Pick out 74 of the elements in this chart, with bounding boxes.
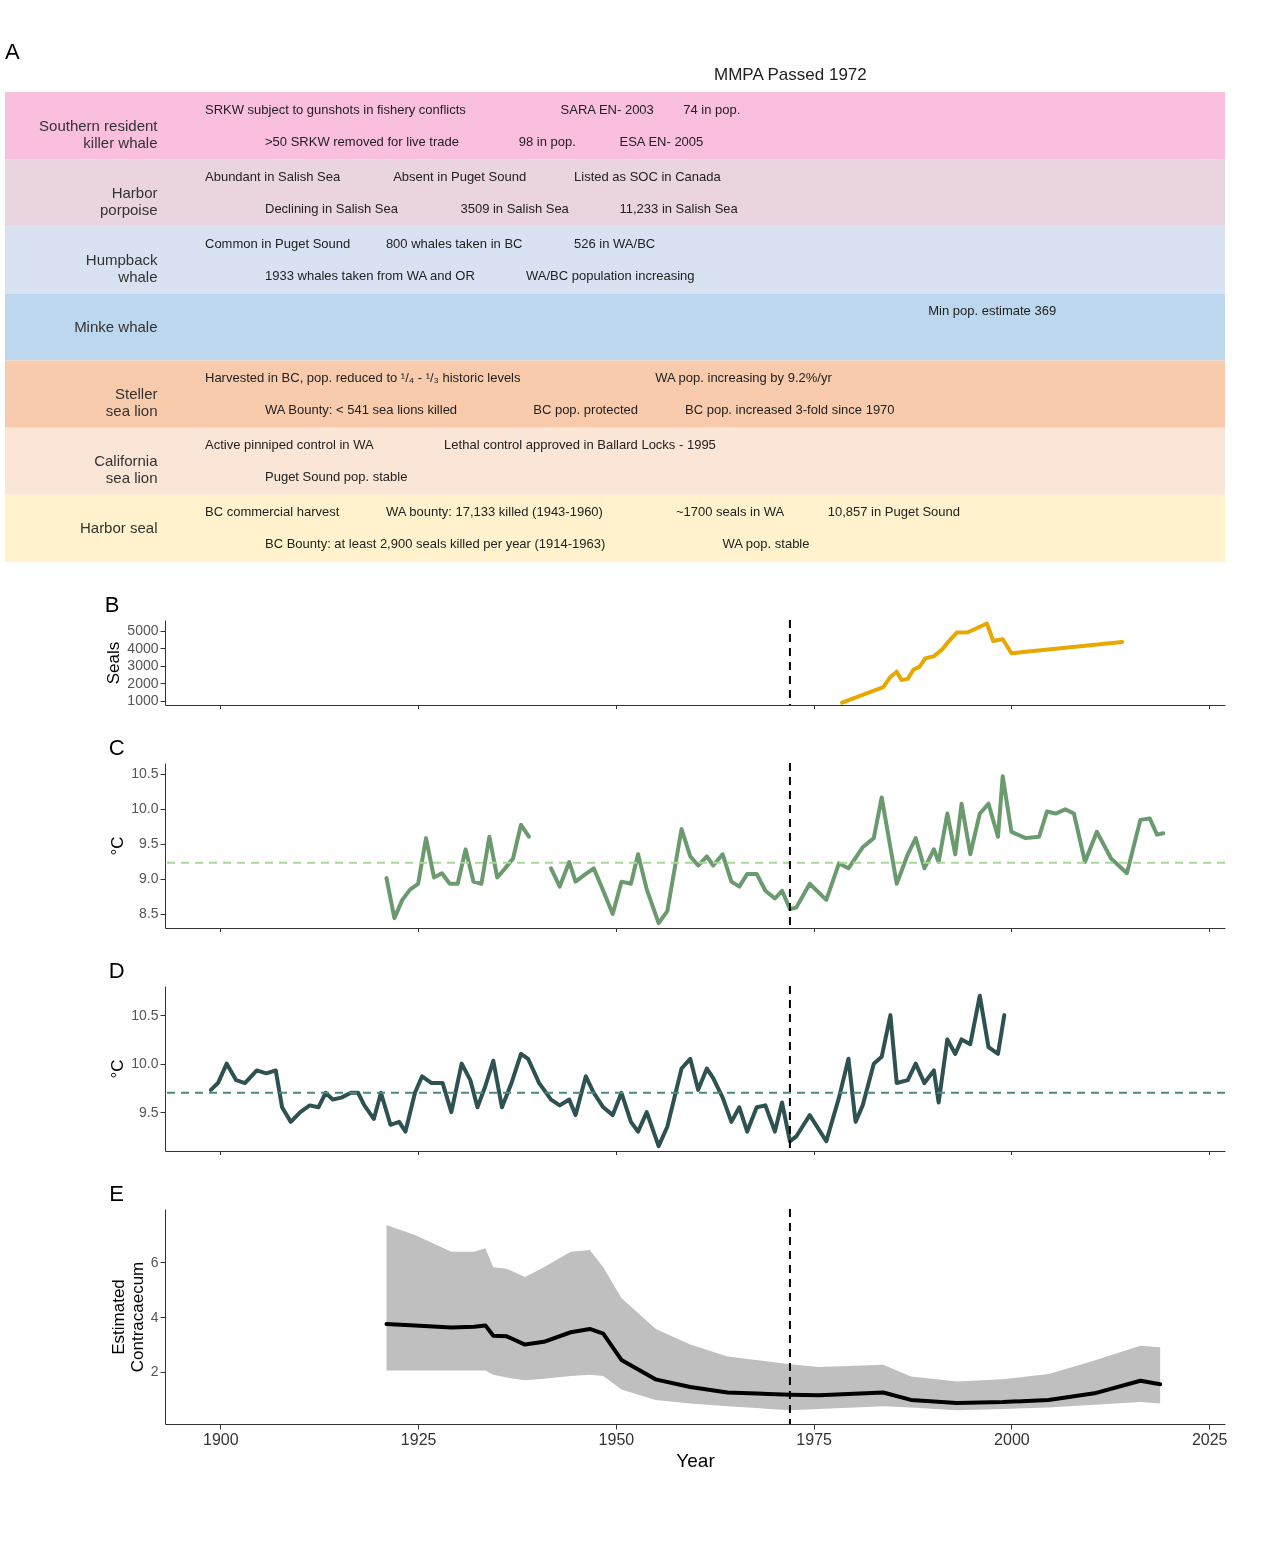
x-tick-label: 1900 <box>203 1430 239 1448</box>
text: 1933 whales taken from WA and OR <box>265 267 475 283</box>
y-tick-label: 2000 <box>127 674 159 691</box>
y-tick-label: 4 <box>150 1308 159 1325</box>
y-tick-label: 10.0 <box>131 800 159 817</box>
text: Harvested in BC, pop. reduced to ¹/₄ - ¹/₃ historic levels <box>205 370 521 386</box>
text: A <box>5 39 20 64</box>
category-label: Humpback whale <box>85 250 158 285</box>
y-axis-title: Estimated Contracaecum <box>108 1261 147 1373</box>
y-tick-label: 8.5 <box>139 905 159 922</box>
text: Active pinniped control in WA <box>205 437 374 453</box>
category-label: Harbor porpoise <box>99 183 158 218</box>
x-tick-label: 2000 <box>994 1430 1030 1448</box>
y-tick-label: 9.0 <box>139 870 159 887</box>
text: Abundant in Salish Sea <box>205 168 341 184</box>
y-tick-label: 9.5 <box>139 1103 159 1120</box>
chart-title: B <box>104 592 120 617</box>
text: BC pop. protected <box>533 402 639 418</box>
x-tick-label: 1950 <box>598 1430 635 1448</box>
text: BC pop. increased 3-fold since 1970 <box>685 402 895 418</box>
text: Min pop. estimate 369 <box>928 303 1057 318</box>
category-label: Minke whale <box>74 318 158 335</box>
x-tick-label: 1925 <box>400 1430 437 1448</box>
text: WA pop. stable <box>722 536 810 552</box>
text: WA pop. increasing by 9.2%/yr <box>655 370 832 386</box>
text: ~1700 seals in WA <box>675 504 785 520</box>
y-tick-label: 3000 <box>127 657 159 674</box>
y-tick-label: 4000 <box>127 639 159 656</box>
y-tick-label: 6 <box>150 1253 159 1270</box>
text: Absent in Puget Sound <box>393 168 527 184</box>
y-axis-title: °C <box>108 1059 128 1079</box>
chart-title: D <box>108 958 125 983</box>
text: WA Bounty: < 541 sea lions killed <box>265 402 458 418</box>
category-label: Steller sea lion <box>105 385 158 420</box>
chart-title: C <box>108 735 125 760</box>
y-tick-label: 10.5 <box>131 1006 159 1023</box>
text: WA/BC population increasing <box>525 267 695 283</box>
text: BC Bounty: at least 2,900 seals killed per year (1914-1963) <box>265 536 606 552</box>
text: 526 in WA/BC <box>574 235 656 251</box>
y-tick-label: 5000 <box>127 622 159 639</box>
text: SRKW subject to gunshots in fishery conflicts <box>205 101 466 117</box>
text: Common in Puget Sound <box>205 235 351 251</box>
text: >50 SRKW removed for live trade <box>265 133 459 149</box>
text: MMPA Passed 1972 <box>714 65 867 84</box>
y-tick-label: 2 <box>150 1363 159 1380</box>
text: Lethal control approved in Ballard Locks - 1995 <box>444 437 716 453</box>
text: Puget Sound pop. stable <box>265 469 408 485</box>
y-tick-label: 9.5 <box>139 835 159 852</box>
line-series <box>208 993 1007 1149</box>
category-label: Harbor seal <box>79 519 158 537</box>
line-series <box>840 621 1125 705</box>
x-axis-title: Year <box>676 1449 716 1471</box>
text: Listed as SOC in Canada <box>574 168 721 184</box>
text: 800 whales taken in BC <box>385 235 523 251</box>
text: 98 in pop. <box>518 133 576 149</box>
text: BC commercial harvest <box>205 504 340 520</box>
text: WA bounty: 17,133 killed (1943-1960) <box>385 504 603 520</box>
category-label: California sea lion <box>94 452 159 487</box>
category-label: Southern resident killer whale <box>39 116 159 151</box>
y-tick-label: 10.0 <box>131 1055 159 1072</box>
text: 11,233 in Salish Sea <box>619 200 738 216</box>
text: ESA EN- 2005 <box>619 133 704 149</box>
text: 10,857 in Puget Sound <box>827 504 960 520</box>
y-axis-title: °C <box>108 836 128 856</box>
x-tick-label: 2025 <box>1191 1430 1228 1448</box>
text: 3509 in Salish Sea <box>460 200 569 216</box>
text: SARA EN- 2003 <box>560 101 654 117</box>
text: Declining in Salish Sea <box>265 200 398 216</box>
text: 74 in pop. <box>683 101 741 117</box>
y-axis-title: Seals <box>104 641 124 685</box>
y-tick-label: 1000 <box>127 692 159 709</box>
x-tick-label: 1975 <box>796 1430 833 1448</box>
chart-title: E <box>109 1181 124 1206</box>
y-tick-label: 10.5 <box>131 765 159 782</box>
